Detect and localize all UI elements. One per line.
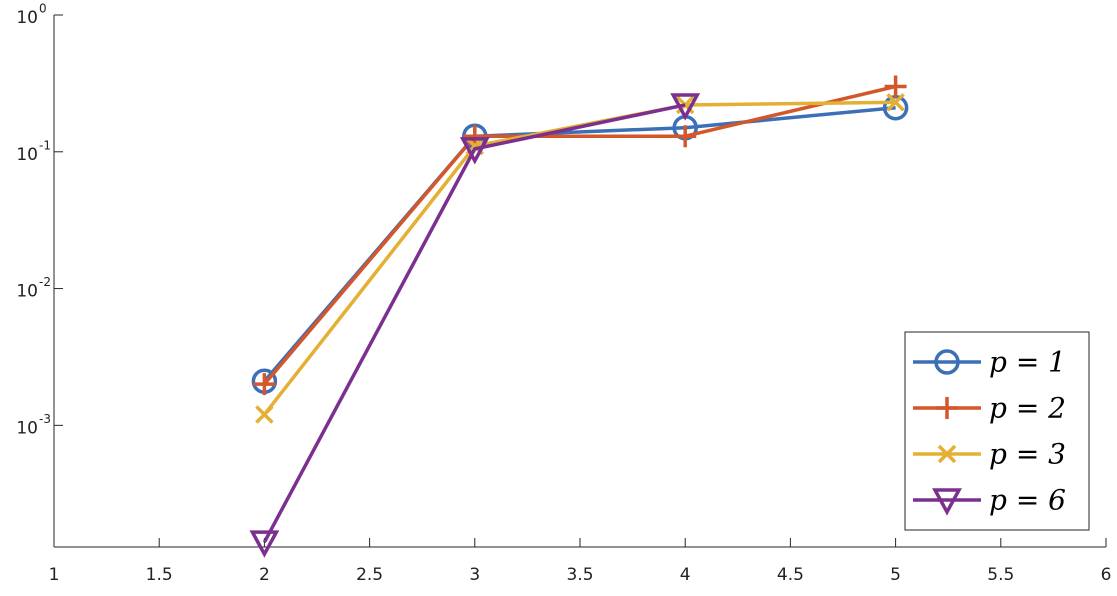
marker [934, 349, 960, 375]
y-tick-label: 10 [16, 145, 38, 165]
legend-label: p = 1 [989, 346, 1066, 379]
x-tick-label: 4.5 [777, 565, 804, 585]
y-tick-exponent: -1 [39, 138, 51, 152]
series-line [263, 84, 897, 386]
x-tick-label: 5.5 [987, 565, 1014, 585]
marker [884, 75, 907, 98]
y-tick-label: 10 [16, 282, 38, 302]
x-tick-label: 1 [49, 565, 60, 585]
x-tick-label: 2.5 [356, 565, 383, 585]
y-tick-exponent: 0 [39, 2, 47, 16]
marker [674, 125, 697, 148]
x-tick-label: 3 [469, 565, 480, 585]
x-tick-label: 4 [680, 565, 691, 585]
marker [886, 93, 905, 112]
legend-label: p = 3 [989, 438, 1066, 471]
legend-label: p = 6 [989, 484, 1066, 517]
marker [255, 405, 274, 424]
series-line [262, 103, 686, 543]
y-tick-exponent: -3 [39, 412, 51, 426]
marker [459, 137, 490, 165]
marker [463, 125, 486, 148]
legend-label: p = 2 [989, 392, 1066, 425]
y-tick-label: 10 [16, 8, 38, 28]
x-tick-label: 5 [890, 565, 901, 585]
y-tick-exponent: -2 [39, 275, 51, 289]
y-tick-label: 10 [16, 418, 38, 438]
x-tick-label: 3.5 [566, 565, 593, 585]
marker [249, 530, 280, 558]
x-tick-label: 6 [1101, 565, 1112, 585]
marker [932, 488, 962, 516]
x-tick-label: 1.5 [146, 565, 173, 585]
marker [936, 397, 958, 419]
x-tick-label: 2 [259, 565, 270, 585]
legend: p = 1 p = 2 p = 3 p = 6 [904, 331, 1090, 531]
marker [937, 444, 957, 464]
series-line [263, 105, 896, 383]
marker [253, 373, 276, 396]
legend-box [904, 331, 1090, 531]
marker [670, 93, 701, 121]
